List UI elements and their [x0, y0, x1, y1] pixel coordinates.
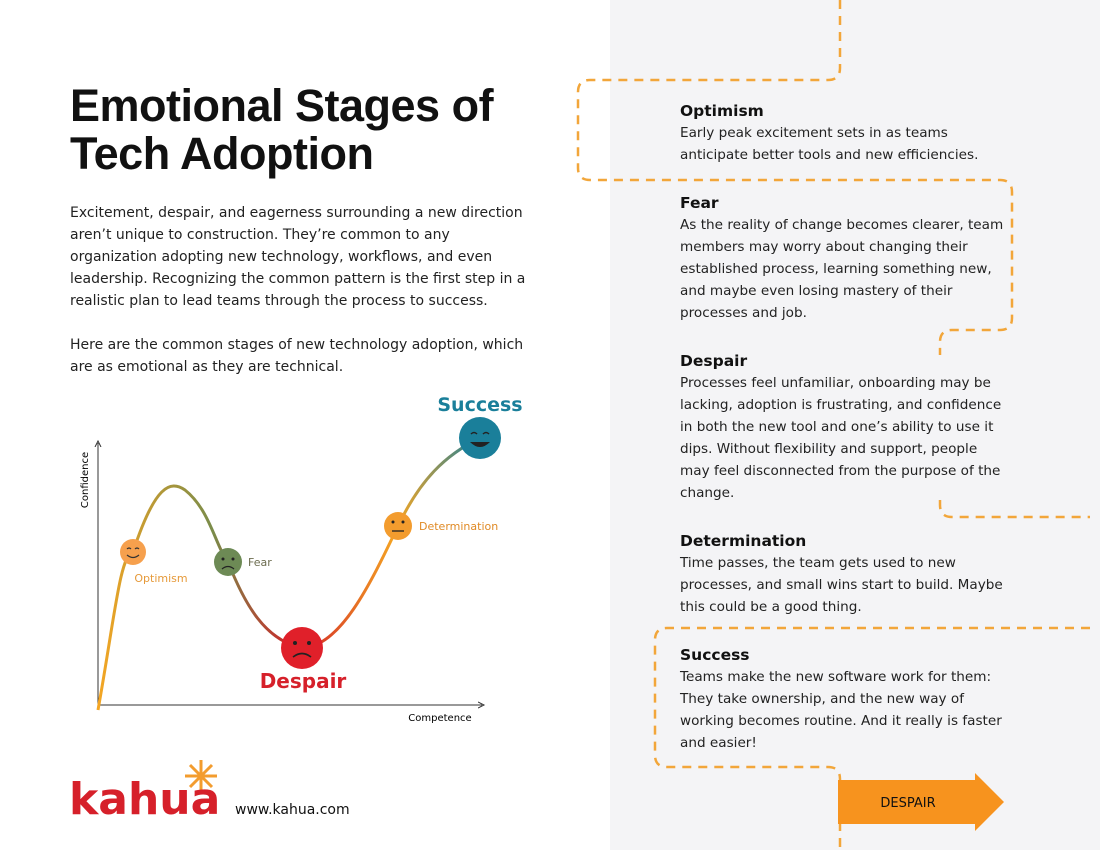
- side-panel: [610, 0, 1100, 850]
- title: Emotional Stages of Tech Adoption: [70, 80, 494, 179]
- stage-block: Optimism Early peak excitement sets in as…: [680, 100, 1010, 166]
- stage-heading: Fear: [680, 194, 719, 212]
- logo-icon: [185, 760, 217, 792]
- arrow-label: DESPAIR: [880, 796, 935, 811]
- stage-block: Despair Processes feel unfamiliar, onboar…: [680, 350, 1010, 504]
- stage-heading: Optimism: [680, 102, 764, 120]
- stage-label: Despair: [260, 669, 347, 693]
- title-line: Emotional Stages of: [70, 80, 494, 131]
- stage-block: Success Teams make the new software work …: [680, 644, 1010, 754]
- stage-text: As the reality of change becomes clearer…: [680, 217, 1004, 321]
- face-fear: [214, 548, 242, 576]
- stage-label: Optimism: [134, 572, 187, 585]
- stage-text: Early peak excitement sets in as teams a…: [680, 125, 979, 163]
- stage-label: Determination: [419, 520, 498, 533]
- logo: kahua: [69, 760, 220, 822]
- face-optimism: [120, 539, 146, 565]
- title-line: Tech Adoption: [70, 128, 374, 179]
- face-determination: [384, 512, 412, 540]
- stage-heading: Despair: [680, 352, 748, 370]
- x-axis-label: Competence: [408, 713, 471, 724]
- stage-block: Fear As the reality of change becomes cle…: [680, 192, 1010, 324]
- stage-label: Success: [437, 394, 522, 416]
- stage-heading: Determination: [680, 532, 807, 550]
- y-axis-label: Confidence: [80, 452, 91, 508]
- intro-paragraph: Here are the common stages of new techno…: [70, 337, 524, 375]
- stage-heading: Success: [680, 646, 750, 664]
- logo-text: kahua: [69, 774, 220, 822]
- face-success: [459, 417, 501, 459]
- adoption-curve: Confidence Competence Optimism Fear Desp…: [80, 394, 523, 724]
- face-despair: [281, 627, 323, 669]
- stage-text: Teams make the new software work for the…: [680, 669, 1002, 751]
- stage-text: Processes feel unfamiliar, onboarding ma…: [680, 375, 1002, 501]
- intro-paragraph: Excitement, despair, and eagerness surro…: [70, 205, 526, 309]
- stage-block: Determination Time passes, the team gets …: [680, 530, 1010, 618]
- stage-text: Time passes, the team gets used to new p…: [680, 555, 1003, 615]
- stage-label: Fear: [248, 556, 272, 569]
- website: www.kahua.com: [235, 802, 350, 818]
